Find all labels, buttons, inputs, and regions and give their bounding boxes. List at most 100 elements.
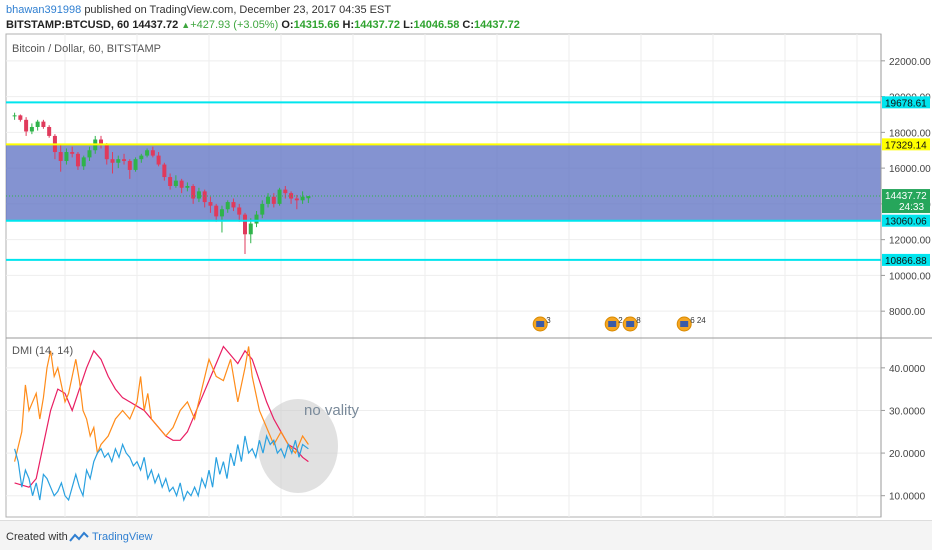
low-label: L: (403, 19, 414, 31)
candle-body (127, 160, 132, 170)
candle-body (47, 126, 52, 136)
candle-body (64, 152, 69, 161)
candle-body (81, 157, 86, 167)
dmi-tick-label: 30.0000 (889, 406, 926, 417)
candle-body (110, 159, 115, 163)
candle-body (116, 159, 121, 163)
high-label: H: (342, 19, 355, 31)
candle-body (29, 126, 34, 132)
price-pane[interactable]: 32 186 24 (6, 101, 881, 332)
candle-body (173, 180, 178, 186)
price-level-tag (882, 138, 930, 151)
candle-body (122, 159, 127, 161)
candle-body (185, 186, 190, 188)
bar-countdown-label: 24:33 (899, 202, 924, 213)
candle-body (202, 191, 207, 203)
candle-body (271, 196, 276, 204)
candle-body (18, 115, 23, 120)
price-tick-label: 12000.00 (889, 236, 931, 247)
candle-body (306, 196, 311, 199)
symbol-line: BITSTAMP:BTCUSD, 60 14437.72 ▲+427.93 (+… (6, 19, 520, 31)
tradingview-brand-link[interactable]: TradingView (92, 531, 153, 543)
us-flag-icon (680, 321, 689, 327)
axes: 2021222324252627282930318000.0010000.001… (6, 34, 932, 517)
candle-body (24, 119, 29, 132)
chart-canvas[interactable]: 32 186 24 no vality 20212223242526272829… (0, 0, 932, 520)
candle-body (87, 150, 92, 158)
last-price-label: 14437.72 (885, 191, 927, 202)
event-count-label: 3 (546, 316, 551, 325)
us-flag-icon (626, 321, 635, 327)
candle-body (214, 205, 219, 217)
dmi-tick-label: 40.0000 (889, 364, 926, 375)
candle-body (139, 155, 144, 160)
published-text: published on TradingView.com, December 2… (84, 4, 392, 16)
candle-body (156, 155, 161, 165)
candle-body (145, 150, 150, 156)
us-flag-icon (536, 321, 545, 327)
price-change: +427.93 (+3.05%) (190, 19, 279, 31)
price-tick-label: 16000.00 (889, 164, 931, 175)
candle-body (300, 196, 305, 201)
symbol-label: BITSTAMP:BTCUSD, 60 (6, 19, 130, 31)
dmi-pane[interactable]: no vality (14, 345, 360, 503)
candle-body (243, 214, 247, 235)
price-chart-title: Bitcoin / Dollar, 60, BITSTAMP (12, 43, 161, 55)
candle-body (168, 177, 173, 186)
candle-body (277, 189, 282, 204)
candle-body (283, 189, 288, 194)
open-label: O: (281, 19, 294, 31)
candle-body (219, 209, 224, 217)
price-level-label: 10866.88 (885, 256, 927, 267)
candle-body (294, 198, 299, 201)
candle-body (248, 223, 253, 235)
candle-body (266, 196, 271, 204)
candle-body (58, 152, 63, 161)
chart-header: bhawan391998 published on TradingView.co… (0, 0, 932, 34)
candle-body (162, 164, 167, 178)
open-value: 14315.66 (293, 19, 340, 31)
candle-body (254, 214, 259, 224)
price-level-label: 13060.06 (885, 217, 927, 228)
candle-body (70, 152, 75, 154)
tradingview-logo-icon (69, 531, 89, 542)
dmi-tick-label: 20.0000 (889, 449, 926, 460)
candle-body (104, 144, 109, 160)
annotation-text: no vality (304, 402, 360, 419)
price-tick-label: 22000.00 (889, 57, 931, 68)
candle-body (179, 180, 184, 188)
close-label: C: (462, 19, 475, 31)
candle-body (99, 139, 103, 145)
price-tick-label: 18000.00 (889, 128, 931, 139)
price-level-tag (882, 253, 930, 266)
price-level-tag (882, 214, 930, 227)
price-tick-label: 10000.00 (889, 271, 931, 282)
candle-body (225, 202, 230, 210)
price-level-tag (882, 96, 930, 109)
last-price-tag (882, 189, 930, 214)
candle-body (237, 207, 242, 215)
price-level-label: 19678.61 (885, 98, 927, 109)
event-count-label: 6 24 (690, 316, 706, 325)
price-level-label: 17329.14 (885, 140, 927, 151)
candle-body (133, 159, 138, 170)
candle-body (208, 202, 213, 206)
candle-body (196, 191, 201, 199)
candle-body (41, 121, 46, 127)
dmi-series-line-2 (14, 346, 309, 462)
author-link[interactable]: bhawan391998 (6, 4, 82, 16)
candle-body (191, 186, 196, 199)
footer: Created with TradingView (0, 520, 932, 550)
close-value: 14437.72 (474, 19, 520, 31)
us-flag-icon (608, 321, 617, 327)
candle-body (12, 115, 17, 117)
support-resistance-zone (6, 144, 881, 221)
candle-body (150, 150, 155, 156)
last-price: 14437.72 (132, 19, 179, 31)
event-count-label: 8 (636, 316, 641, 325)
dmi-title: DMI (14, 14) (12, 345, 73, 357)
created-with-label: Created with (6, 531, 68, 543)
dmi-series-line-3 (14, 434, 309, 503)
candle-body (260, 203, 265, 215)
low-value: 14046.58 (413, 19, 460, 31)
